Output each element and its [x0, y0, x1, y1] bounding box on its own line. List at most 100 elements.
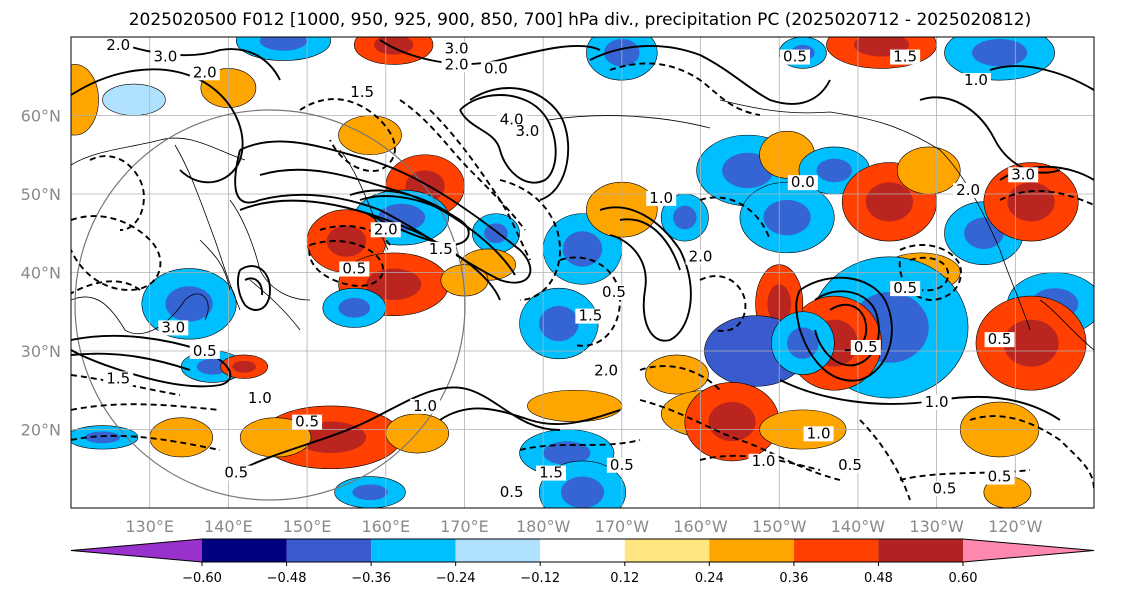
positive-contour: [469, 87, 570, 201]
contour-label: 2.0: [374, 220, 398, 238]
contour-label-bg: [339, 261, 370, 277]
map-area: 2.03.02.01.53.02.0 0.04.03.02.01.50.53.00…: [71, 36, 1094, 508]
positive-contour: [359, 195, 470, 246]
projection-circle: [74, 109, 466, 501]
negative-contour: [299, 98, 396, 172]
precip-blob: [338, 115, 402, 156]
precip-blob-core: [1003, 319, 1059, 367]
y-axis-ticks: 20°N 30°N 40°N 50°N 60°N: [21, 107, 61, 440]
contour-label-bg: [960, 73, 991, 89]
colorbar-tick-label: 0.48: [864, 571, 893, 586]
contour-label-bg: [221, 465, 252, 481]
contour-label: 3.0: [1011, 165, 1035, 183]
contour-label: 1.5: [350, 83, 374, 101]
contour-label: 1.5: [539, 464, 563, 482]
contour-label: 0.5: [193, 342, 217, 360]
contour-label: 3.0: [515, 122, 539, 140]
negative-contour: [898, 244, 962, 301]
colorbar-tick-label: −0.12: [520, 571, 560, 586]
contour-label-bg: [787, 175, 818, 191]
positive-contour: [71, 352, 191, 371]
negative-contour: [639, 365, 721, 391]
contour-label: 0.5: [224, 464, 248, 482]
precip-blob-core: [560, 476, 605, 508]
contour-label: 0.5: [893, 279, 917, 297]
precip-blob-core: [338, 298, 371, 318]
y-tick-label: 60°N: [21, 107, 61, 126]
contour-label: 4.0: [500, 110, 524, 128]
negative-contour: [899, 469, 1031, 481]
x-tick-label: 180°W: [516, 517, 571, 536]
contour-label: 3.0: [161, 318, 185, 336]
contour-label-bg: [779, 49, 810, 65]
contour-label: 0.5: [783, 48, 807, 66]
precip-blob-core: [373, 37, 414, 55]
coastlines: [71, 99, 1094, 351]
negative-contour: [429, 109, 531, 261]
map-frame: [70, 36, 1095, 509]
contour-label: 1.5: [893, 48, 917, 66]
precip-blob-core: [165, 286, 213, 322]
precip-blob-core: [972, 38, 1028, 67]
x-tick-label: 150°W: [752, 517, 807, 536]
positive-contour: [237, 265, 271, 311]
colorbar-extend-high: [963, 539, 1094, 562]
precip-blob: [527, 389, 623, 422]
negative-contour: [999, 190, 1094, 206]
colorbar-tick-label: 0.60: [949, 571, 978, 586]
precip-blob-core: [484, 223, 508, 244]
contour-label: 0.0: [484, 59, 508, 77]
precip-blob-core: [352, 484, 388, 501]
colorbar-extend-low: [71, 539, 202, 562]
contour-label-bg: [929, 481, 960, 497]
contour-label: 2.0: [445, 55, 469, 73]
y-tick-label: 20°N: [21, 421, 61, 440]
positive-contour: [589, 45, 831, 105]
x-tick-label: 130°W: [909, 517, 964, 536]
precip-blob-core: [232, 360, 256, 373]
contour-label: 1.0: [413, 397, 437, 415]
x-tick-label: 160°W: [673, 517, 728, 536]
x-tick-label: 170°W: [595, 517, 650, 536]
colorbar-bin: [540, 539, 625, 562]
contour-label: 1.0: [807, 424, 831, 442]
precip-blob-core: [543, 441, 591, 465]
y-tick-label: 50°N: [21, 185, 61, 204]
colorbar: −0.60 −0.48 −0.36 −0.24 −0.12 0.12 0.24 0.36 0.4…: [70, 538, 1095, 586]
chart-title: 2025020500 F012 [1000, 950, 925, 900, 85…: [129, 10, 1032, 30]
positive-contour: [109, 39, 281, 81]
contour-label: 0.5: [500, 483, 524, 501]
precip-blob: [896, 146, 961, 195]
contour-label-bg: [425, 241, 456, 257]
contour-label-bg: [103, 371, 134, 387]
x-tick-label: 130°E: [125, 517, 174, 536]
contour-label: 1.0: [964, 71, 988, 89]
negative-contour: [71, 374, 181, 396]
contour-label-bg: [536, 465, 567, 481]
negative-contour: [699, 275, 747, 332]
contour-label-bg: [850, 340, 881, 355]
precip-blob: [149, 417, 213, 458]
x-tick-label: 150°E: [283, 517, 332, 536]
contour-label: 2.0: [106, 36, 130, 54]
contour-label: 2.0: [956, 181, 980, 199]
precip-blob-core: [865, 182, 914, 222]
positive-contour: [234, 140, 532, 284]
contour-label-bg: [103, 37, 134, 53]
precip-blob-core: [196, 358, 229, 375]
contour-label-bg: [244, 391, 275, 407]
colorbar-tick-label: −0.48: [267, 571, 307, 586]
negative-contour: [909, 256, 949, 292]
precip-blob-core: [562, 231, 603, 267]
x-axis-ticks: 130°E 140°E 150°E 160°E 170°E 180°W 170°W 160°W…: [125, 517, 1042, 536]
contour-label-bg: [890, 281, 921, 297]
contour-label: 0.5: [933, 479, 957, 497]
contour-labels: 2.03.02.01.53.02.0 0.04.03.02.01.50.53.00…: [103, 36, 1039, 501]
contour-label: 1.0: [925, 393, 949, 411]
x-tick-label: 120°W: [988, 517, 1043, 536]
contour-label: 0.5: [838, 456, 862, 474]
colorbar-bin: [624, 539, 710, 562]
contour-label: 0.5: [602, 283, 626, 301]
colorbar-tick-label: −0.36: [351, 571, 391, 586]
contour-label: 3.0: [445, 40, 469, 58]
